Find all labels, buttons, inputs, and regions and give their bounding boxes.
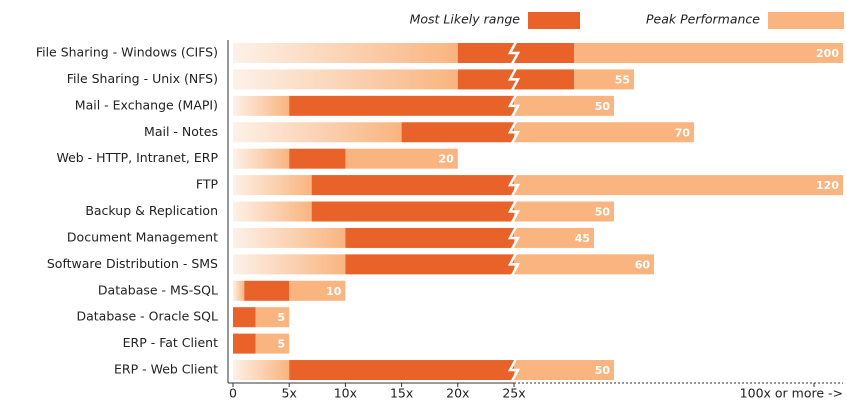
likely-segment — [345, 227, 514, 248]
peak-segment — [289, 280, 346, 301]
value-label: 5 — [278, 338, 286, 351]
likely-segment — [289, 360, 514, 381]
axis-break — [507, 67, 521, 92]
value-label: 5 — [278, 311, 286, 324]
peak-segment — [574, 43, 843, 63]
value-label: 45 — [575, 232, 590, 245]
peak-segment — [514, 95, 614, 116]
value-label: 50 — [595, 100, 611, 113]
likely-segment — [289, 148, 346, 169]
fade-segment — [233, 148, 290, 169]
row-label: Database - MS-SQL — [98, 282, 218, 297]
value-label: 10 — [326, 285, 342, 298]
row-label: Backup & Replication — [85, 203, 218, 218]
row-label: Mail - Exchange (MAPI) — [75, 97, 218, 112]
row-label: Web - HTTP, Intranet, ERP — [56, 150, 218, 165]
likely-segment — [345, 254, 514, 275]
fade-segment — [233, 201, 312, 222]
row-label: File Sharing - Unix (NFS) — [67, 71, 218, 86]
value-label: 55 — [615, 73, 630, 86]
x-tick-label: 25x — [502, 386, 525, 401]
value-label: 120 — [816, 179, 839, 192]
row-label: Database - Oracle SQL — [77, 309, 219, 324]
x-tick-label: 5x — [282, 386, 297, 401]
likely-segment — [233, 333, 256, 354]
fade-segment — [233, 175, 312, 196]
fade-segment — [233, 95, 290, 116]
fade-segment — [233, 280, 245, 301]
legend-swatch — [768, 12, 844, 29]
legend-label: Most Likely range — [410, 12, 521, 27]
value-label: 200 — [816, 47, 839, 60]
axis-break — [507, 252, 521, 276]
legend-swatch — [528, 12, 580, 29]
fade-segment — [233, 122, 402, 143]
peak-segment — [255, 333, 290, 354]
row-label: FTP — [196, 177, 219, 192]
row-label: Document Management — [67, 229, 218, 244]
x-tick-label: 100x or more -> — [740, 386, 843, 401]
peak-segment — [514, 201, 614, 222]
likely-segment — [311, 201, 514, 222]
peak-segment — [574, 69, 634, 90]
value-label: 60 — [635, 258, 651, 271]
peak-segment — [514, 122, 694, 143]
row-label: Mail - Notes — [144, 124, 218, 139]
axis-break — [507, 199, 521, 224]
likely-segment — [233, 307, 256, 328]
peak-segment — [255, 307, 290, 328]
axis-break — [507, 41, 521, 65]
axis-break — [507, 226, 521, 250]
x-tick-label: 10x — [334, 386, 357, 401]
row-label: ERP - Fat Client — [123, 335, 218, 350]
fade-segment — [233, 360, 290, 381]
likely-segment — [244, 280, 290, 301]
value-label: 70 — [675, 126, 691, 139]
axis-break — [507, 173, 521, 197]
value-label: 50 — [595, 206, 611, 219]
peak-segment — [514, 175, 843, 196]
fade-segment — [233, 69, 458, 90]
fade-segment — [233, 227, 346, 248]
peak-segment — [514, 360, 614, 381]
value-label: 20 — [438, 153, 454, 166]
axis-break — [507, 120, 521, 144]
legend-label: Peak Performance — [646, 12, 760, 27]
value-label: 50 — [595, 364, 611, 377]
axis-break — [507, 94, 521, 118]
row-label: Software Distribution - SMS — [47, 256, 218, 271]
x-tick-label: 15x — [390, 386, 413, 401]
fade-segment — [233, 254, 346, 275]
row-label: File Sharing - Windows (CIFS) — [36, 45, 218, 60]
x-tick-label: 0 — [229, 386, 237, 401]
row-label: ERP - Web Client — [114, 362, 218, 377]
x-tick-label: 20x — [446, 386, 469, 401]
likely-segment — [289, 95, 514, 116]
peak-segment — [514, 227, 594, 248]
likely-segment — [311, 175, 514, 196]
axis-break — [507, 358, 521, 382]
peak-segment — [514, 254, 654, 275]
likely-segment — [401, 122, 514, 143]
peak-segment — [345, 148, 458, 169]
fade-segment — [233, 43, 458, 63]
